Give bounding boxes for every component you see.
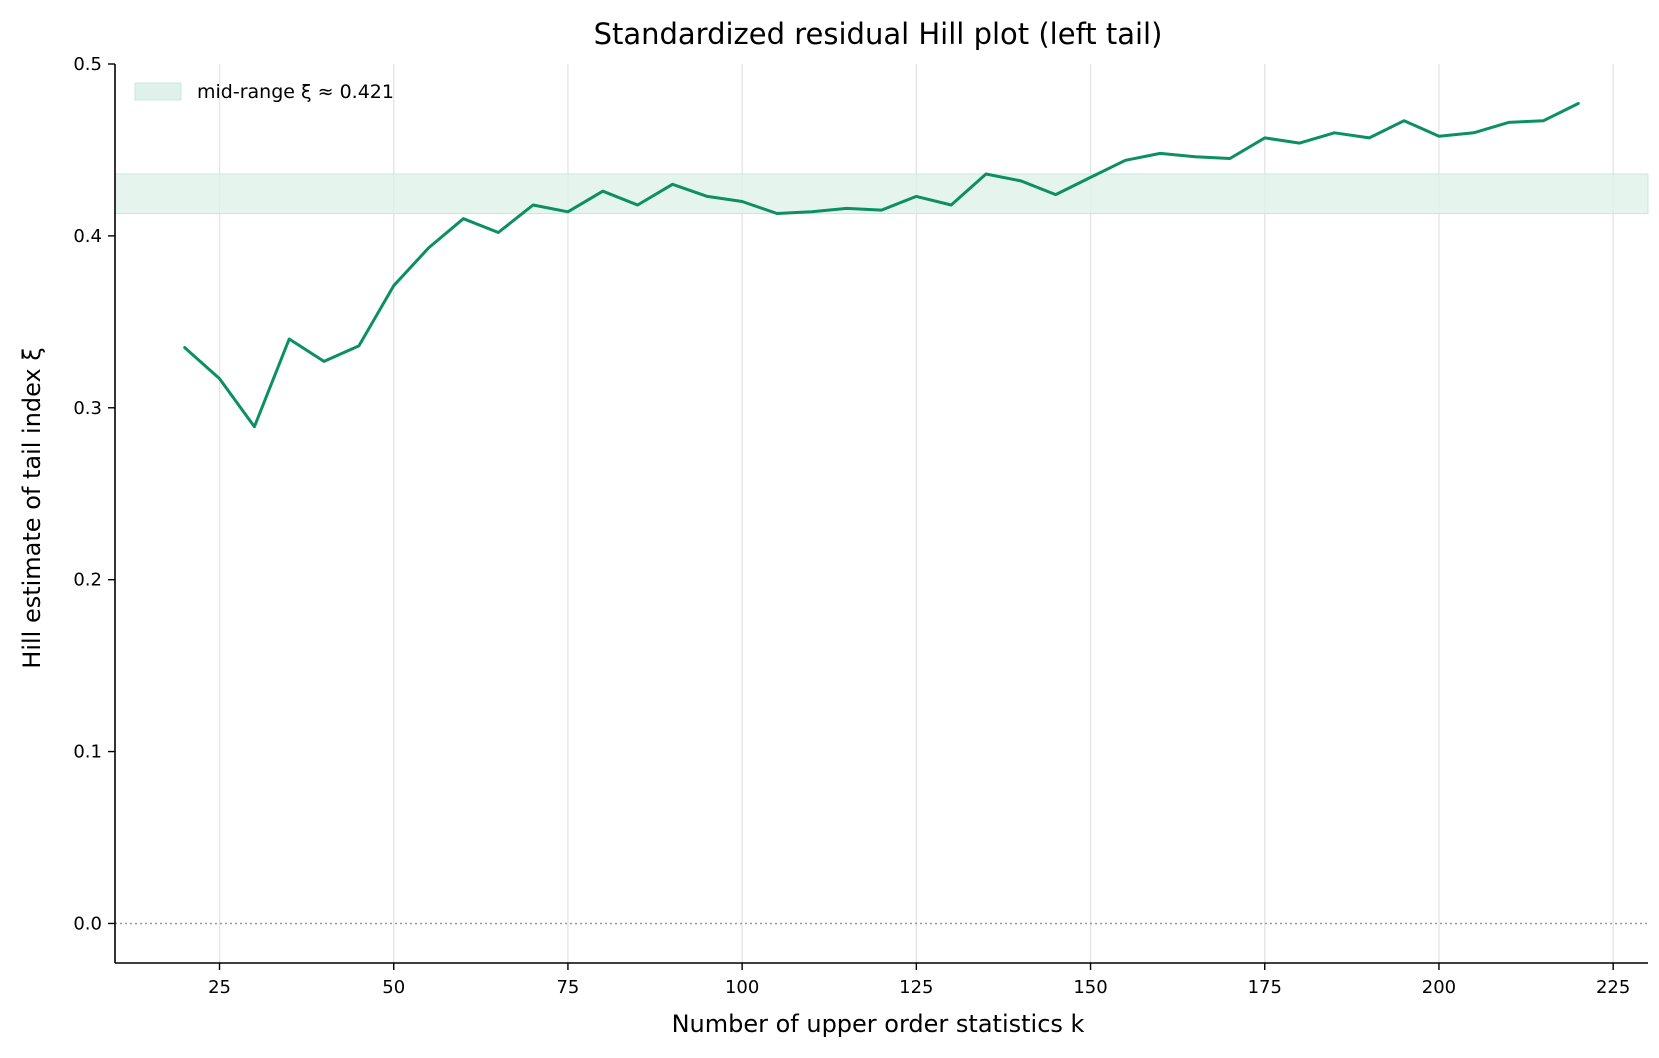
data-point-k20 bbox=[183, 346, 187, 350]
data-point-k100 bbox=[740, 200, 744, 204]
y-tick-label-0.4: 0.4 bbox=[73, 226, 102, 247]
series-line-0 bbox=[183, 102, 1580, 429]
data-point-k190 bbox=[1367, 136, 1371, 140]
data-point-k145 bbox=[1054, 193, 1058, 197]
data-point-k210 bbox=[1507, 120, 1511, 124]
chart-title: Standardized residual Hill plot (left ta… bbox=[594, 17, 1163, 51]
x-tick-label-225: 225 bbox=[1596, 977, 1630, 998]
y-axis-label: Hill estimate of tail index ξ bbox=[18, 347, 46, 668]
data-point-k220 bbox=[1576, 102, 1580, 106]
data-point-k75 bbox=[566, 210, 570, 214]
data-point-k195 bbox=[1402, 119, 1406, 123]
data-point-k135 bbox=[984, 172, 988, 176]
data-point-k165 bbox=[1193, 155, 1197, 159]
data-point-k35 bbox=[287, 337, 291, 341]
data-point-k95 bbox=[705, 194, 709, 198]
data-point-k70 bbox=[531, 203, 535, 207]
y-tick-label-0.0: 0.0 bbox=[73, 913, 102, 934]
data-point-k200 bbox=[1437, 134, 1441, 138]
data-point-k30 bbox=[252, 425, 256, 429]
x-tick-label-175: 175 bbox=[1248, 977, 1282, 998]
data-point-k140 bbox=[1019, 179, 1023, 183]
data-point-k180 bbox=[1298, 141, 1302, 145]
data-point-k25 bbox=[218, 377, 222, 381]
x-tick-label-75: 75 bbox=[556, 977, 579, 998]
data-point-k155 bbox=[1123, 158, 1127, 162]
data-point-k40 bbox=[322, 359, 326, 363]
x-axis-label: Number of upper order statistics k bbox=[672, 1010, 1085, 1038]
y-tick-label-0.2: 0.2 bbox=[73, 570, 102, 591]
x-tick-label-200: 200 bbox=[1422, 977, 1456, 998]
data-point-k110 bbox=[810, 210, 814, 214]
data-point-k65 bbox=[496, 230, 500, 234]
legend-swatch-mid-range bbox=[134, 82, 182, 101]
data-point-k170 bbox=[1228, 157, 1232, 161]
x-tick-label-50: 50 bbox=[382, 977, 405, 998]
data-point-k90 bbox=[670, 182, 674, 186]
data-point-k130 bbox=[949, 203, 953, 207]
data-point-k55 bbox=[427, 246, 431, 250]
data-point-k160 bbox=[1158, 151, 1162, 155]
data-point-k50 bbox=[392, 284, 396, 288]
x-tick-label-125: 125 bbox=[899, 977, 933, 998]
y-tick-label-0.3: 0.3 bbox=[73, 398, 102, 419]
data-point-k105 bbox=[775, 212, 779, 216]
x-tick-label-25: 25 bbox=[208, 977, 231, 998]
legend-label-mid-range: mid-range ξ ≈ 0.421 bbox=[197, 81, 394, 103]
data-point-k120 bbox=[880, 208, 884, 212]
data-point-k150 bbox=[1089, 175, 1093, 179]
data-point-k60 bbox=[461, 217, 465, 221]
data-point-k80 bbox=[601, 189, 605, 193]
x-tick-label-100: 100 bbox=[725, 977, 759, 998]
data-point-k175 bbox=[1263, 136, 1267, 140]
y-tick-label-0.1: 0.1 bbox=[73, 742, 102, 763]
data-point-k85 bbox=[636, 203, 640, 207]
data-point-k205 bbox=[1472, 131, 1476, 135]
mid-range-band bbox=[114, 173, 1649, 215]
data-point-k45 bbox=[357, 344, 361, 348]
data-point-k125 bbox=[914, 194, 918, 198]
data-point-k115 bbox=[845, 206, 849, 210]
data-point-k215 bbox=[1541, 119, 1545, 123]
x-tick-label-150: 150 bbox=[1073, 977, 1107, 998]
plot-area: 25 50 75 100 125 150 175 200 225 0.0 0.1 0.2 0.3 0.4 0… bbox=[73, 54, 1649, 998]
y-tick-label-0.5: 0.5 bbox=[73, 54, 102, 75]
data-point-k185 bbox=[1332, 131, 1336, 135]
